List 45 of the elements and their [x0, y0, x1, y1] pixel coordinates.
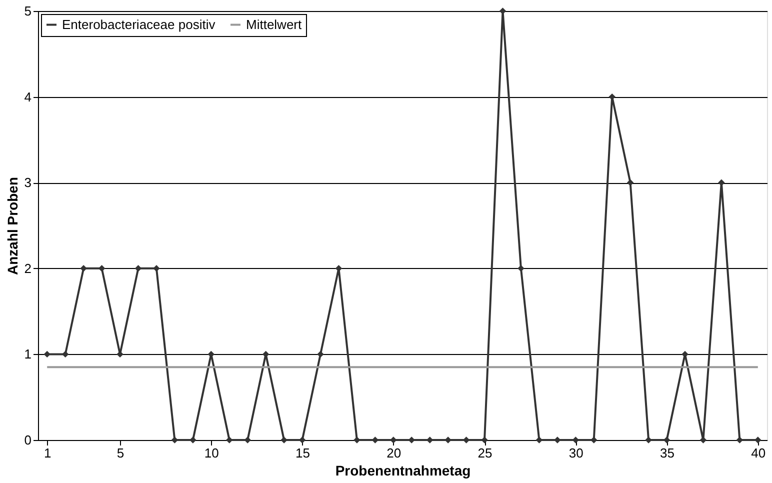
point	[554, 436, 561, 444]
x-tick-label: 10	[204, 446, 219, 460]
point	[645, 436, 652, 444]
x-tick-label: 35	[660, 446, 674, 460]
point	[80, 265, 87, 272]
x-tick-label: 30	[568, 446, 584, 460]
point	[626, 179, 634, 186]
x-axis-title: Probenentnahmetag	[335, 462, 471, 478]
point	[244, 436, 251, 444]
point	[153, 265, 160, 272]
point	[444, 436, 452, 444]
point	[754, 436, 762, 444]
point	[226, 436, 233, 444]
point	[354, 436, 360, 444]
point	[317, 350, 324, 358]
point	[408, 436, 415, 444]
x-tick-label: 1	[44, 446, 52, 460]
point	[390, 436, 397, 444]
y-tick-label: 1	[24, 346, 32, 362]
x-tick-label: 40	[751, 446, 766, 460]
point	[590, 436, 598, 444]
point	[134, 265, 142, 272]
point	[718, 179, 725, 186]
point	[481, 436, 488, 444]
point	[44, 350, 50, 358]
y-tick-label: 0	[24, 432, 32, 448]
legend-label: Mittelwert	[246, 16, 302, 32]
point	[572, 436, 579, 444]
y-tick-label: 4	[24, 89, 32, 104]
point	[190, 436, 196, 444]
x-tick-label: 5	[116, 446, 124, 460]
x-tick-label: 25	[478, 446, 492, 460]
y-tick-label: 5	[24, 4, 32, 18]
point	[518, 265, 524, 272]
point	[700, 436, 707, 444]
point	[98, 265, 106, 272]
y-tick-label: 3	[24, 175, 32, 190]
y-axis-title: Anzahl Proben	[4, 176, 20, 276]
x-tick-label: 20	[386, 446, 402, 460]
x-tick-label: 15	[296, 446, 310, 460]
y-tick-label: 2	[24, 260, 32, 276]
point	[280, 436, 288, 444]
legend-label: Enterobacteriaceae positiv	[62, 16, 216, 32]
point	[62, 350, 69, 358]
point	[499, 8, 506, 14]
